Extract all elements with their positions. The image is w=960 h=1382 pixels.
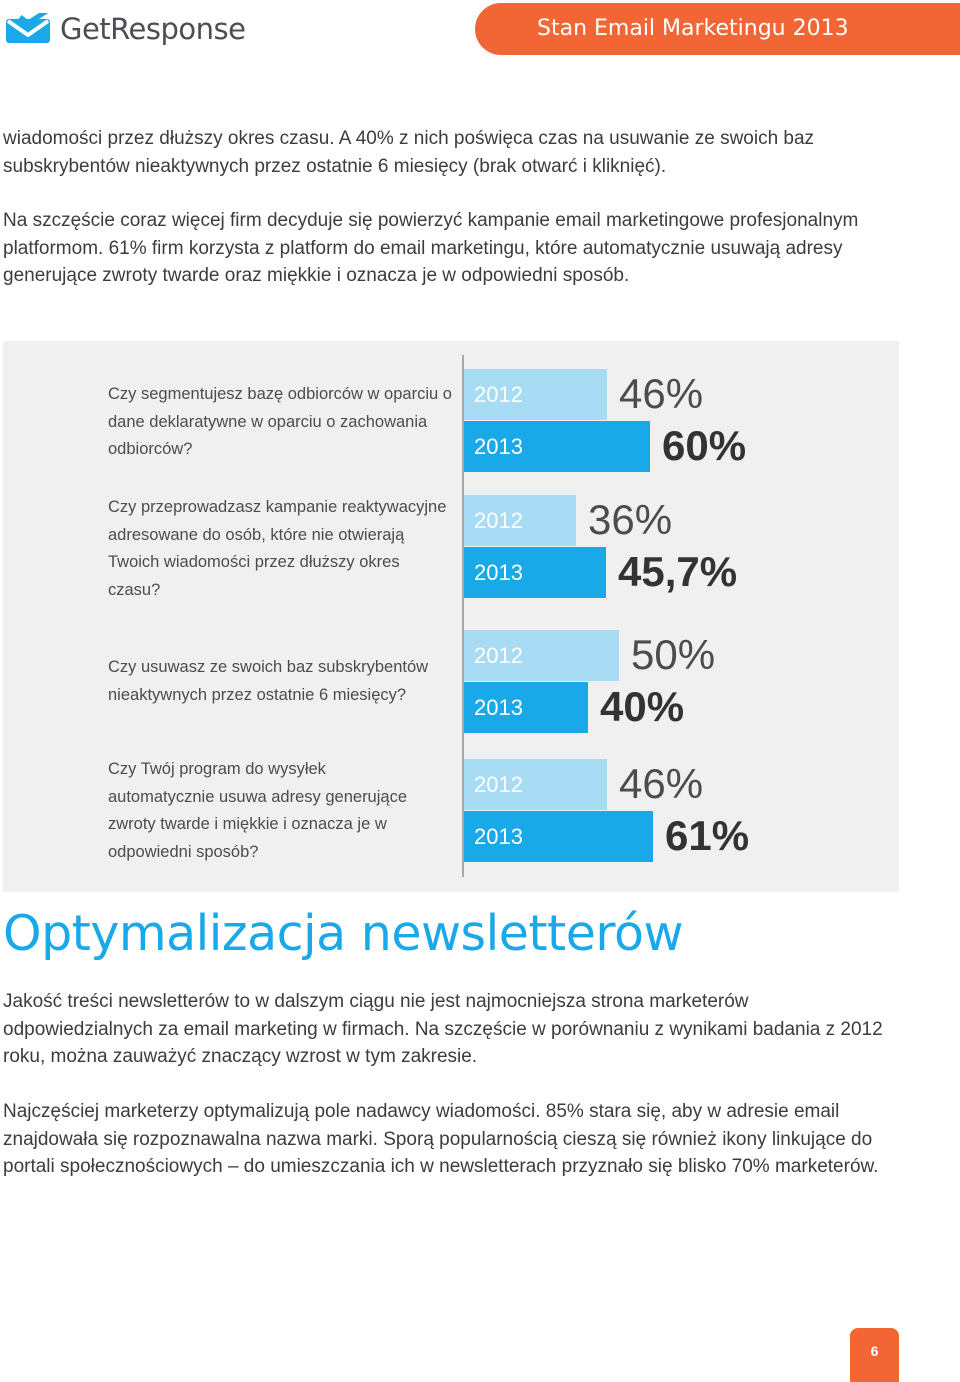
bar-value-label-q3-2013: 40% bbox=[600, 683, 685, 730]
question-4-text: Czy Twój program do wysyłek automatyczni… bbox=[108, 760, 408, 861]
bar-value-label-q1-2012: 46% bbox=[619, 370, 704, 417]
bar-value-label-q3-2012: 50% bbox=[631, 631, 716, 678]
chart-axis-line bbox=[462, 355, 464, 877]
section-paragraph-2: Najczęściej marketerzy optymalizują pole… bbox=[3, 1101, 879, 1177]
envelope-check-icon bbox=[6, 13, 50, 43]
question-1-text: Czy segmentujesz bazę odbiorców w oparci… bbox=[108, 385, 452, 458]
survey-chart-panel bbox=[3, 341, 899, 892]
bar-q1-2013: 2013 bbox=[464, 421, 650, 472]
banner-title: Stan Email Marketingu 2013 bbox=[537, 16, 849, 41]
page-number: 6 bbox=[850, 1328, 899, 1382]
bar-year-label: 2012 bbox=[474, 772, 523, 797]
bar-year-label: 2013 bbox=[474, 434, 523, 459]
bar-value-label-q4-2012: 46% bbox=[619, 760, 704, 807]
bar-q4-2013: 2013 bbox=[464, 811, 653, 862]
bar-value-label-q2-2012: 36% bbox=[588, 496, 673, 543]
section-title: Optymalizacja newsletterów bbox=[3, 905, 684, 962]
question-2-text: Czy przeprowadzasz kampanie reaktywacyjn… bbox=[108, 498, 447, 599]
bar-q3-2013: 2013 bbox=[464, 682, 588, 733]
bar-q2-2012: 2012 bbox=[464, 495, 576, 546]
bar-value-label-q1-2013: 60% bbox=[662, 422, 747, 469]
bar-year-label: 2013 bbox=[474, 695, 523, 720]
section-paragraph-1: Jakość treści newsletterów to w dalszym … bbox=[3, 991, 883, 1067]
bar-year-label: 2012 bbox=[474, 508, 523, 533]
bar-year-label: 2013 bbox=[474, 824, 523, 849]
bar-value-label-q2-2013: 45,7% bbox=[618, 548, 738, 595]
bar-year-label: 2012 bbox=[474, 382, 523, 407]
bar-year-label: 2012 bbox=[474, 643, 523, 668]
bar-q1-2012: 2012 bbox=[464, 369, 607, 420]
intro-paragraph-1: wiadomości przez dłuższy okres czasu. A … bbox=[3, 128, 815, 177]
bar-year-label: 2013 bbox=[474, 560, 523, 585]
bar-q4-2012: 2012 bbox=[464, 759, 607, 810]
header-banner: Stan Email Marketingu 2013 bbox=[475, 3, 960, 55]
question-3-text: Czy usuwasz ze swoich baz subskrybentów … bbox=[108, 658, 429, 704]
logo-wordmark: GetResponse bbox=[60, 12, 246, 46]
bar-q2-2013: 2013 bbox=[464, 547, 606, 598]
getresponse-logo: GetResponse bbox=[6, 12, 246, 46]
intro-paragraph-2: Na szczęście coraz więcej firm decyduje … bbox=[3, 210, 859, 286]
bar-q3-2012: 2012 bbox=[464, 630, 619, 681]
bar-value-label-q4-2013: 61% bbox=[665, 812, 750, 859]
